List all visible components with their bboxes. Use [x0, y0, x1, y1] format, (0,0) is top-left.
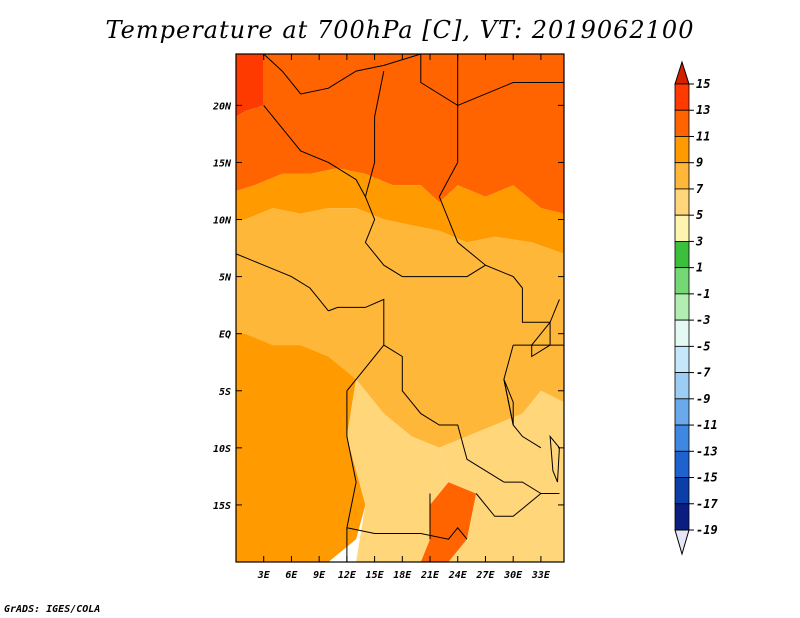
colorbar-swatch	[674, 345, 690, 373]
colorbar-label: 9	[696, 156, 703, 170]
region-sahel	[236, 168, 564, 254]
y-tick-label: 5N	[219, 273, 232, 284]
border-line	[438, 105, 523, 289]
border-line	[457, 82, 564, 106]
x-tick-label: 30E	[503, 570, 523, 581]
colorbar-label: 5	[696, 208, 703, 222]
region-sahara-nw	[236, 54, 264, 117]
colorbar-label: -3	[696, 313, 710, 327]
colorbar-swatch	[674, 267, 690, 295]
country-borders	[236, 54, 564, 562]
lake-outline	[531, 320, 551, 358]
border-line	[364, 71, 385, 197]
colorbar-swatch	[674, 424, 690, 452]
border-line	[402, 264, 486, 278]
y-tick-label: 20N	[212, 101, 232, 112]
chart-title: Temperature at 700hPa [C], VT: 201906210…	[105, 16, 695, 44]
colorbar-swatch	[674, 319, 690, 347]
colorbar: 15 13 11 9 7 5 3 1 -1 -3 -5 -7 -9 -11 -13 -15 -17 -19	[674, 60, 718, 556]
x-tick-label: 18E	[393, 570, 412, 581]
border-line	[503, 481, 542, 494]
x-tick-label: 21E	[420, 570, 440, 581]
colorbar-swatch	[674, 188, 690, 216]
colorbar-label: 15	[696, 77, 710, 91]
y-tick-label: 10S	[213, 444, 231, 455]
x-tick-label: 6E	[285, 570, 298, 581]
colorbar-label: -19	[696, 523, 718, 537]
colorbar-label: -9	[696, 392, 710, 406]
colorbar-label: 7	[696, 182, 704, 196]
lake-outline	[549, 434, 560, 483]
heatmap-field	[236, 54, 564, 562]
border-line	[346, 527, 468, 540]
colorbar-swatch	[674, 372, 690, 400]
region-sahara-n	[236, 54, 564, 214]
border-line	[383, 344, 505, 483]
x-tick-label: 27E	[475, 570, 495, 581]
colorbar-label: 11	[696, 129, 710, 143]
region-angola-plateau	[346, 379, 449, 562]
y-tick-label: 10N	[213, 216, 232, 227]
x-tick-label: 33E	[531, 570, 551, 581]
colorbar-label: -1	[696, 287, 710, 301]
x-tick-label: 3E	[257, 570, 271, 581]
border-line	[420, 54, 459, 107]
colorbar-bottom-arrow	[674, 529, 690, 556]
region-atlantic-sw	[236, 333, 366, 562]
x-axis: 3E 6E 9E 12E 15E 18E 21E 24E 27E 30E 33E	[257, 54, 551, 581]
grads-credit: GrADS: IGES/COLA	[4, 604, 101, 615]
colorbar-label: -15	[696, 471, 718, 485]
colorbar-swatch	[674, 136, 690, 164]
y-tick-label: 5S	[219, 387, 231, 398]
colorbar-label: -17	[696, 497, 718, 511]
y-tick-label: 15S	[213, 501, 231, 512]
border-line	[236, 253, 329, 312]
region-east-highlands	[439, 390, 564, 562]
colorbar-swatch	[674, 214, 690, 242]
border-line	[521, 288, 560, 323]
colorbar-label: -7	[696, 366, 711, 380]
border-line	[364, 196, 403, 278]
region-central	[236, 208, 564, 448]
border-line	[346, 390, 357, 562]
x-tick-label: 24E	[448, 570, 468, 581]
colorbar-label: 1	[696, 261, 703, 275]
border-line	[328, 298, 385, 392]
colorbar-swatch	[674, 503, 690, 531]
colorbar-swatch	[674, 83, 690, 111]
region-zambia-warm	[420, 482, 477, 562]
border-line	[263, 105, 366, 197]
colorbar-swatch	[674, 398, 690, 426]
colorbar-swatch	[674, 109, 690, 137]
colorbar-swatch	[674, 293, 690, 321]
y-tick-label: 15N	[213, 158, 232, 169]
x-tick-label: 15E	[366, 570, 385, 581]
colorbar-swatch	[674, 162, 690, 190]
x-tick-label: 12E	[338, 570, 357, 581]
map-frame	[235, 53, 565, 563]
y-tick-label: EQ	[219, 330, 231, 341]
border-line	[475, 493, 560, 517]
colorbar-label: 13	[696, 103, 710, 117]
border-line	[263, 54, 421, 95]
colorbar-label: 3	[695, 234, 703, 248]
y-axis: 20N 15N 10N 5N EQ 5S 10S 15S	[212, 101, 564, 512]
colorbar-label: -5	[696, 339, 710, 353]
colorbar-label: -11	[696, 418, 718, 432]
colorbar-swatch	[674, 477, 690, 505]
lake-outline	[503, 379, 514, 426]
colorbar-label: -13	[696, 444, 718, 458]
colorbar-top-arrow	[674, 60, 690, 85]
colorbar-swatch	[674, 450, 690, 478]
x-tick-label: 9E	[313, 570, 326, 581]
colorbar-swatch	[674, 241, 690, 269]
